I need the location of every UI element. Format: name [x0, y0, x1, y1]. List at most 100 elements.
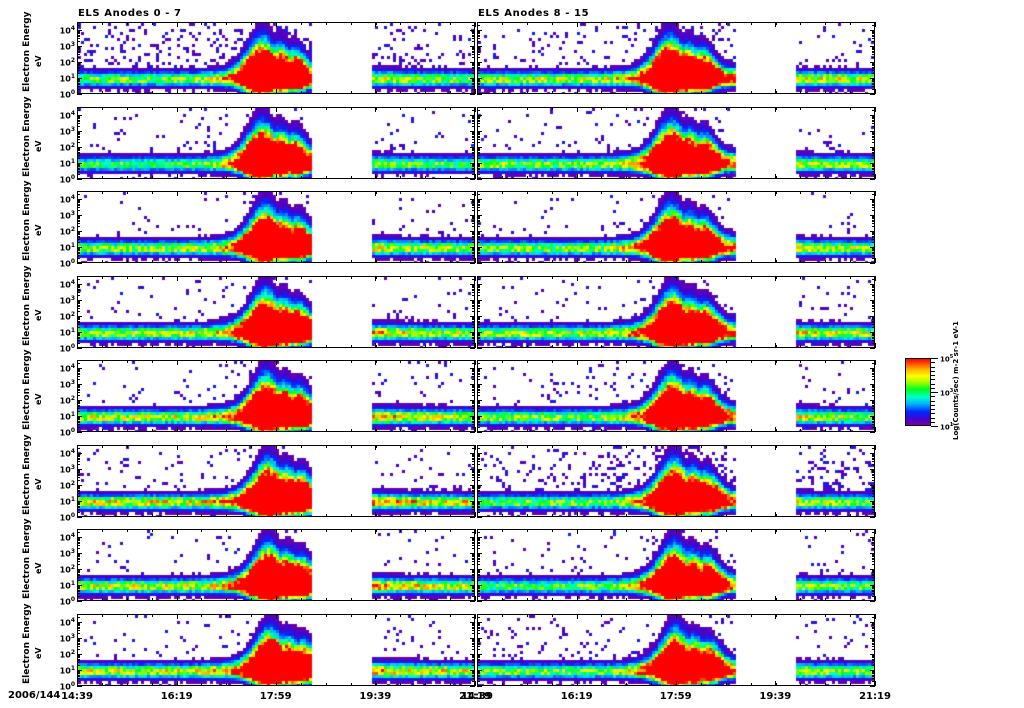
- y-minor-tick: [872, 646, 875, 647]
- y-minor-tick: [472, 403, 475, 404]
- x-minor-tick: [726, 360, 727, 363]
- x-minor-tick: [726, 529, 727, 532]
- y-minor-tick: [77, 48, 80, 49]
- x-minor-tick: [626, 260, 627, 263]
- y-minor-tick: [872, 220, 875, 221]
- y-minor-tick: [872, 301, 875, 302]
- y-minor-tick: [477, 644, 480, 645]
- y-minor-tick: [77, 537, 80, 538]
- y-minor-tick: [477, 205, 480, 206]
- y-minor-tick: [477, 47, 480, 48]
- y-minor-tick: [477, 570, 480, 571]
- x-minor-tick: [825, 107, 826, 110]
- y-minor-tick: [472, 553, 475, 554]
- y-minor-tick: [477, 379, 480, 380]
- x-tick-mark: [775, 343, 776, 348]
- y-minor-tick: [472, 65, 475, 66]
- y-minor-tick: [477, 681, 480, 682]
- y-minor-tick: [477, 580, 480, 581]
- x-minor-tick: [751, 276, 752, 279]
- y-tick-mark: [77, 332, 82, 333]
- x-minor-tick: [701, 260, 702, 263]
- x-minor-tick: [850, 107, 851, 110]
- x-minor-tick: [751, 345, 752, 348]
- y-minor-tick: [77, 590, 80, 591]
- colorbar-minor-tick: [931, 362, 935, 363]
- y-minor-tick: [872, 389, 875, 390]
- y-minor-tick: [472, 164, 475, 165]
- y-minor-tick: [872, 405, 875, 406]
- y-tick-mark: [477, 501, 482, 502]
- x-minor-tick: [276, 260, 277, 263]
- y-minor-tick: [872, 427, 875, 428]
- y-minor-tick: [872, 643, 875, 644]
- x-minor-tick: [726, 514, 727, 517]
- x-minor-tick: [751, 22, 752, 25]
- x-tick-label: 17:59: [659, 691, 692, 702]
- y-minor-tick: [477, 475, 480, 476]
- y-minor-tick: [77, 54, 80, 55]
- y-minor-tick: [472, 89, 475, 90]
- x-tick-mark: [375, 89, 376, 94]
- x-tick-mark: [375, 343, 376, 348]
- y-tick-mark: [870, 432, 875, 433]
- y-minor-tick: [472, 131, 475, 132]
- x-minor-tick: [301, 260, 302, 263]
- x-minor-tick: [850, 683, 851, 686]
- y-minor-tick: [77, 322, 80, 323]
- x-minor-tick: [726, 683, 727, 686]
- y-minor-tick: [477, 248, 480, 249]
- y-tick-label: 100: [59, 343, 75, 354]
- y-minor-tick: [872, 205, 875, 206]
- y-tick-mark: [470, 78, 475, 79]
- y-minor-tick: [472, 70, 475, 71]
- y-minor-tick: [872, 553, 875, 554]
- y-minor-tick: [872, 290, 875, 291]
- y-minor-tick: [477, 86, 480, 87]
- y-minor-tick: [77, 559, 80, 560]
- y-minor-tick: [872, 334, 875, 335]
- y-minor-tick: [472, 507, 475, 508]
- y-minor-tick: [472, 571, 475, 572]
- y-minor-tick: [472, 472, 475, 473]
- x-minor-tick: [326, 260, 327, 263]
- y-minor-tick: [77, 65, 80, 66]
- y-tick-mark: [870, 62, 875, 63]
- x-tick-mark: [375, 107, 376, 112]
- y-minor-tick: [872, 52, 875, 53]
- x-tick-mark: [375, 614, 376, 619]
- x-minor-tick: [400, 683, 401, 686]
- y-minor-tick: [472, 324, 475, 325]
- y-tick-mark: [870, 585, 875, 586]
- x-minor-tick: [477, 260, 478, 263]
- y-minor-tick: [872, 421, 875, 422]
- y-axis-title: Electron Energy: [22, 96, 32, 177]
- y-tick-label: 103: [59, 40, 75, 52]
- x-minor-tick: [251, 683, 252, 686]
- y-minor-tick: [477, 575, 480, 576]
- x-minor-tick: [226, 191, 227, 194]
- x-minor-tick: [326, 176, 327, 179]
- y-minor-tick: [477, 373, 480, 374]
- y-minor-tick: [472, 459, 475, 460]
- x-minor-tick: [102, 260, 103, 263]
- x-minor-tick: [577, 260, 578, 263]
- y-axis-title-main: Electron Energy: [22, 265, 32, 346]
- x-tick-mark: [375, 174, 376, 179]
- x-minor-tick: [776, 598, 777, 601]
- y-minor-tick: [872, 153, 875, 154]
- y-minor-tick: [472, 638, 475, 639]
- y-tick-mark: [477, 517, 482, 518]
- y-minor-tick: [77, 488, 80, 489]
- y-minor-tick: [472, 490, 475, 491]
- y-minor-tick: [472, 41, 475, 42]
- y-minor-tick: [472, 539, 475, 540]
- x-minor-tick: [201, 360, 202, 363]
- x-minor-tick: [825, 276, 826, 279]
- y-minor-tick: [472, 649, 475, 650]
- y-axis-title-main: Electron Energy: [22, 518, 32, 599]
- x-minor-tick: [577, 191, 578, 194]
- x-minor-tick: [127, 445, 128, 448]
- y-minor-tick: [77, 80, 80, 81]
- y-minor-tick: [872, 202, 875, 203]
